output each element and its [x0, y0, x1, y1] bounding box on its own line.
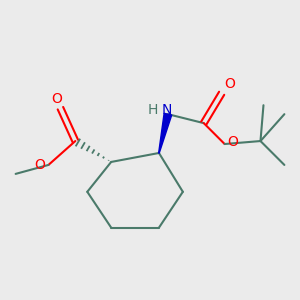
Text: H: H [147, 103, 158, 117]
Polygon shape [159, 113, 172, 153]
Text: O: O [34, 158, 45, 172]
Text: N: N [161, 103, 172, 117]
Text: O: O [51, 92, 62, 106]
Text: O: O [228, 135, 238, 148]
Text: O: O [225, 77, 236, 91]
